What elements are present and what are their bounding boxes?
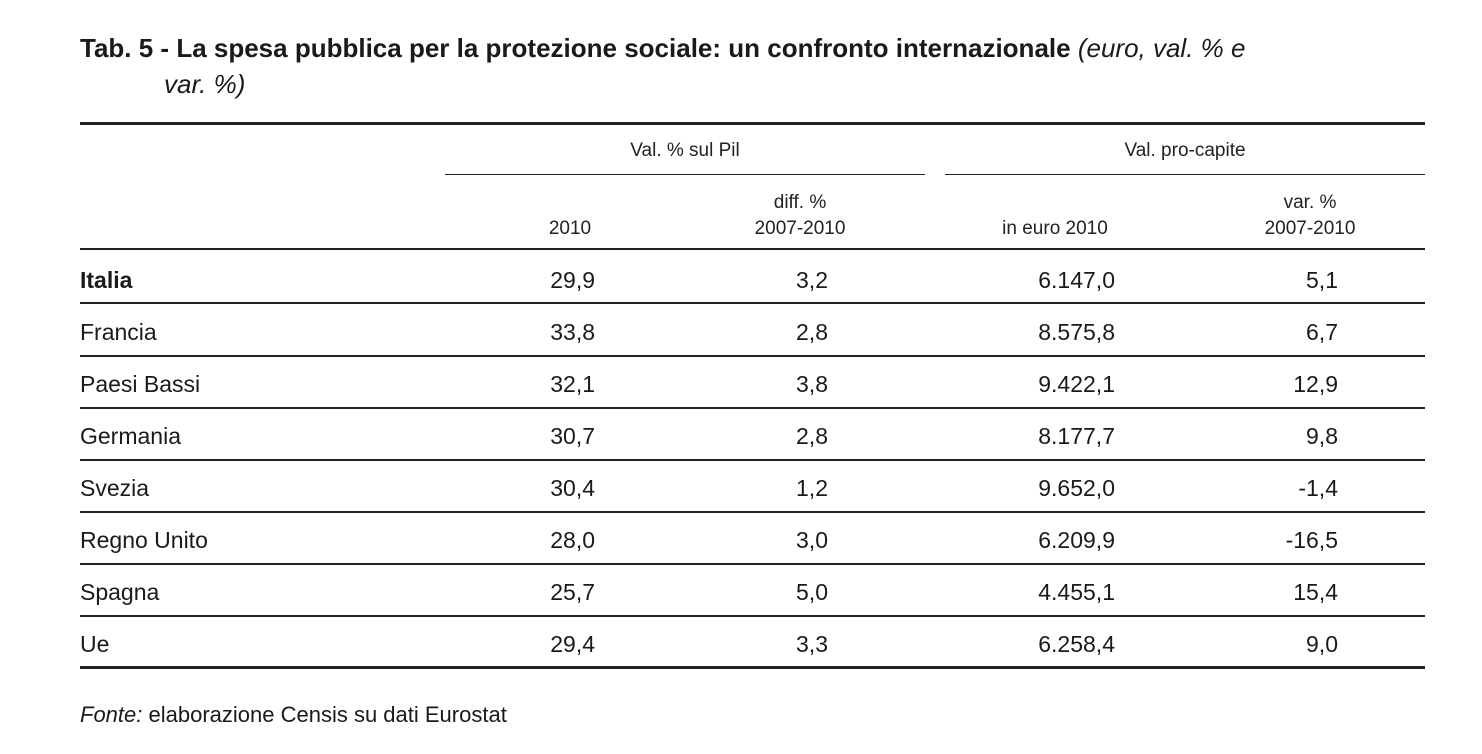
table-title: La spesa pubblica per la protezione soci…: [176, 33, 1071, 63]
cell-paesi-bassi-var: 12,9: [1293, 371, 1338, 397]
table-top-rule: [80, 122, 1425, 125]
table-caption: Tab. 5 - La spesa pubblica per la protez…: [80, 30, 1440, 102]
cell-italia-euro: 6.147,0: [1038, 267, 1115, 293]
row-country-italia: Italia: [80, 267, 133, 293]
row-rule-italia: [80, 302, 1425, 304]
col-header-2010: 2010: [500, 190, 640, 242]
cell-ue-var: 9,0: [1306, 631, 1338, 657]
cell-francia-euro: 8.575,8: [1038, 319, 1115, 345]
cell-francia-2010: 33,8: [550, 319, 595, 345]
row-country-svezia: Svezia: [80, 475, 150, 501]
cell-svezia-2010: 30,4: [550, 475, 595, 501]
header-bottom-rule: [80, 248, 1425, 250]
source-label: Fonte:: [80, 702, 143, 727]
cell-paesi-bassi-diff: 3,8: [796, 371, 828, 397]
table-number: Tab. 5 -: [80, 33, 177, 63]
cell-spagna-2010: 25,7: [550, 579, 595, 605]
cell-svezia-diff: 1,2: [796, 475, 828, 501]
cell-svezia-euro: 9.652,0: [1038, 475, 1115, 501]
row-rule-regno-unito: [80, 563, 1425, 565]
cell-ue-diff: 3,3: [796, 631, 828, 657]
cell-spagna-diff: 5,0: [796, 579, 828, 605]
col-header-euro: in euro 2010: [975, 190, 1135, 242]
row-country-regno-unito: Regno Unito: [80, 527, 208, 553]
row-country-ue: Ue: [80, 631, 110, 657]
table-bottom-rule: [80, 666, 1425, 669]
table-units-note-continued: var. %): [164, 69, 246, 99]
row-country-spagna: Spagna: [80, 579, 160, 605]
cell-regno-unito-2010: 28,0: [550, 527, 595, 553]
row-country-francia: Francia: [80, 319, 157, 345]
cell-paesi-bassi-2010: 32,1: [550, 371, 595, 397]
group-header-pil: Val. % sul Pil: [630, 140, 740, 161]
row-rule-spagna: [80, 615, 1425, 617]
group-rule-procapite: [945, 174, 1425, 175]
row-rule-germania: [80, 459, 1425, 461]
col-header-diff-line1: diff. %: [773, 192, 827, 213]
col-header-diff-line2: 2007-2010: [754, 218, 846, 239]
cell-italia-2010: 29,9: [550, 267, 595, 293]
cell-svezia-var: -1,4: [1298, 475, 1338, 501]
cell-regno-unito-diff: 3,0: [796, 527, 828, 553]
row-rule-svezia: [80, 511, 1425, 513]
cell-germania-2010: 30,7: [550, 423, 595, 449]
col-header-var: var. % 2007-2010: [1235, 190, 1385, 242]
cell-ue-2010: 29,4: [550, 631, 595, 657]
cell-regno-unito-euro: 6.209,9: [1038, 527, 1115, 553]
cell-regno-unito-var: -16,5: [1285, 527, 1338, 553]
col-header-2010-label: 2010: [548, 218, 592, 239]
cell-germania-var: 9,8: [1306, 423, 1338, 449]
col-header-diff: diff. % 2007-2010: [720, 190, 880, 242]
row-rule-paesi-bassi: [80, 407, 1425, 409]
col-header-var-line1: var. %: [1283, 192, 1337, 213]
table-units-note: (euro, val. % e: [1077, 33, 1246, 63]
cell-francia-var: 6,7: [1306, 319, 1338, 345]
row-country-paesi-bassi: Paesi Bassi: [80, 371, 201, 397]
cell-paesi-bassi-euro: 9.422,1: [1038, 371, 1115, 397]
source-text: elaborazione Censis su dati Eurostat: [142, 702, 507, 727]
group-rule-pil: [445, 174, 925, 175]
source-note: Fonte: elaborazione Censis su dati Euros…: [80, 700, 507, 730]
cell-italia-diff: 3,2: [796, 267, 828, 293]
group-header-procapite: Val. pro-capite: [1124, 140, 1246, 161]
col-header-euro-label: in euro 2010: [1002, 218, 1108, 239]
row-country-germania: Germania: [80, 423, 181, 449]
col-header-var-line2: 2007-2010: [1264, 218, 1356, 239]
cell-spagna-euro: 4.455,1: [1038, 579, 1115, 605]
cell-italia-var: 5,1: [1306, 267, 1338, 293]
cell-spagna-var: 15,4: [1293, 579, 1338, 605]
cell-germania-diff: 2,8: [796, 423, 828, 449]
cell-ue-euro: 6.258,4: [1038, 631, 1115, 657]
row-rule-francia: [80, 355, 1425, 357]
cell-germania-euro: 8.177,7: [1038, 423, 1115, 449]
cell-francia-diff: 2,8: [796, 319, 828, 345]
